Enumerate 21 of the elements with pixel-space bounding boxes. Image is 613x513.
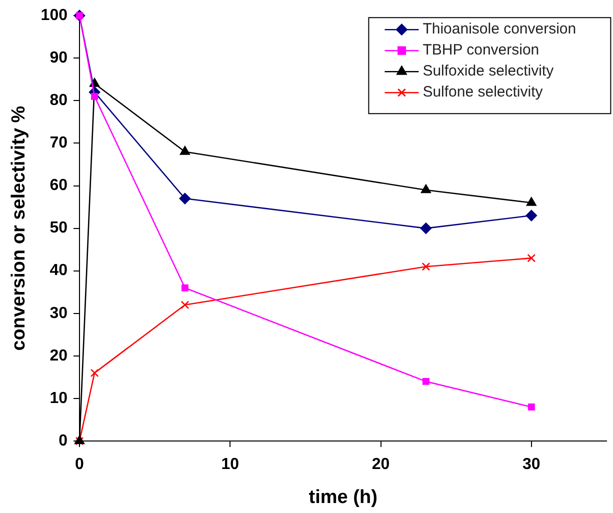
y-tick-label: 0 bbox=[58, 432, 68, 450]
y-tick-label: 100 bbox=[40, 7, 68, 24]
x-tick-label: 0 bbox=[75, 456, 84, 474]
y-tick-label: 80 bbox=[50, 92, 68, 110]
x-tick-label: 30 bbox=[522, 456, 540, 474]
legend-label: Sulfoxide selectivity bbox=[422, 62, 554, 80]
legend-label: Sulfone selectivity bbox=[422, 84, 544, 101]
y-tick-label: 10 bbox=[50, 390, 68, 407]
y-tick-label: 60 bbox=[50, 177, 68, 194]
y-tick-label: 30 bbox=[50, 304, 68, 322]
x-tick-label: 20 bbox=[372, 456, 390, 474]
y-tick-label: 90 bbox=[50, 50, 68, 67]
x-tick-label: 10 bbox=[221, 456, 240, 474]
y-tick-label: 20 bbox=[50, 347, 68, 364]
legend-label: Thioanisole conversion bbox=[422, 20, 576, 38]
y-axis-title: conversion or selectivity % bbox=[8, 106, 30, 351]
x-axis-title: time (h) bbox=[308, 486, 378, 508]
legend-label: TBHP conversion bbox=[422, 42, 540, 59]
y-tick-label: 50 bbox=[50, 220, 68, 237]
y-tick-label: 40 bbox=[50, 262, 68, 280]
y-tick-label: 70 bbox=[50, 134, 68, 152]
